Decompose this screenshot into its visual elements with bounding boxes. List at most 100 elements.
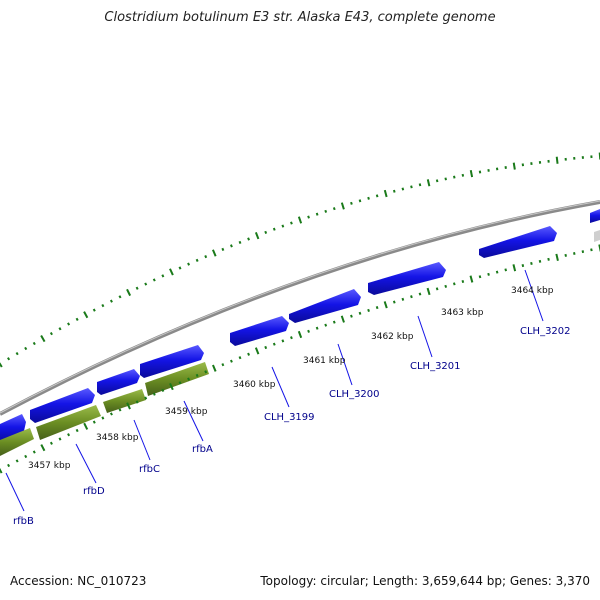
genome-backbone <box>0 200 600 416</box>
gene-label-rfbC[interactable]: rfbC <box>139 464 160 475</box>
gene-labels: rfbB rfbD rfbC rfbA CLH_3199 CLH_3200 CL… <box>13 326 571 527</box>
tick-mark <box>435 287 439 291</box>
tick-mark <box>410 185 413 189</box>
tick-mark <box>195 373 199 378</box>
tick-mark <box>383 301 388 309</box>
tick-mark <box>15 351 19 356</box>
tick-mark <box>212 249 217 257</box>
gene-label-rfbD[interactable]: rfbD <box>83 486 105 497</box>
tick-mark <box>435 179 439 183</box>
cds-CLH_3199 <box>230 316 289 346</box>
tick-mark <box>461 173 465 177</box>
tick-mark <box>109 299 113 303</box>
tick-mark <box>15 459 19 463</box>
rfb-segment-2 <box>36 405 101 440</box>
tick-mark <box>358 199 362 203</box>
tick-mark <box>161 274 165 278</box>
tick-mark <box>564 253 567 257</box>
rfb-segment-4 <box>145 362 209 396</box>
cds-CLH_3200 <box>289 289 361 323</box>
tick-mark <box>7 463 11 468</box>
gene-label-CLH_3199[interactable]: CLH_3199 <box>264 412 315 423</box>
gene-label-rfbA[interactable]: rfbA <box>192 444 213 455</box>
tick-mark <box>581 250 585 254</box>
tick-mark <box>118 295 122 299</box>
tick-mark <box>555 253 559 261</box>
tick-mark <box>487 272 490 276</box>
tick-mark <box>469 170 474 178</box>
tick-mark <box>307 215 310 219</box>
tick-mark <box>40 444 46 452</box>
tick-mark <box>221 363 225 367</box>
genome-summary-text: Topology: circular; Length: 3,659,644 bp… <box>260 574 590 588</box>
scale-label: 3458 kbp <box>96 433 139 443</box>
cds-partial-right <box>590 209 600 223</box>
tick-mark <box>512 162 516 170</box>
tick-mark <box>290 221 293 225</box>
accession-text: Accession: NC_010723 <box>10 574 147 588</box>
feature-gray-partial <box>594 230 600 242</box>
tick-mark <box>195 258 199 262</box>
tick-mark <box>307 329 310 333</box>
tick-mark <box>521 264 525 268</box>
tick-mark <box>350 201 353 205</box>
tick-mark <box>315 212 319 216</box>
tick-mark <box>452 282 456 286</box>
scale-label: 3459 kbp <box>165 407 208 417</box>
tick-mark <box>392 300 396 304</box>
cds-CLH_3202 <box>479 226 557 258</box>
tick-mark <box>272 227 276 231</box>
rfb-cluster-track <box>0 362 209 456</box>
tick-mark <box>83 422 89 430</box>
tick-mark <box>135 400 139 404</box>
gene-leader-lines <box>5 269 544 512</box>
tick-mark <box>169 382 174 391</box>
tick-mark <box>230 244 233 248</box>
gene-label-CLH_3200[interactable]: CLH_3200 <box>329 389 380 400</box>
tick-mark <box>0 362 3 368</box>
gene-label-rfbB[interactable]: rfbB <box>13 516 34 527</box>
tick-mark <box>67 322 71 326</box>
tick-mark <box>32 450 36 454</box>
gene-label-CLH_3202[interactable]: CLH_3202 <box>520 326 571 337</box>
tick-mark <box>555 156 559 164</box>
tick-mark <box>272 342 276 346</box>
tick-mark <box>0 467 3 474</box>
cds-rfbD <box>30 388 95 423</box>
tick-mark <box>401 187 405 191</box>
tick-mark <box>426 287 431 296</box>
tick-mark <box>92 420 96 424</box>
tick-mark <box>144 396 148 400</box>
tick-mark <box>178 381 182 385</box>
tick-mark <box>444 177 447 181</box>
tick-mark <box>358 311 362 315</box>
tick-mark <box>49 332 53 336</box>
tick-mark <box>392 189 396 193</box>
tick-mark <box>324 209 328 213</box>
tick-mark <box>187 262 191 266</box>
tick-mark <box>547 257 550 261</box>
tick-mark <box>383 189 388 198</box>
tick-mark <box>573 252 576 255</box>
cds-track-forward <box>0 209 600 443</box>
tick-mark <box>40 334 46 343</box>
tick-mark <box>187 377 191 381</box>
tick-mark <box>7 357 11 361</box>
tick-mark <box>221 247 225 251</box>
tick-mark <box>332 207 336 211</box>
tick-mark <box>238 240 242 244</box>
tick-mark <box>367 308 370 312</box>
scale-labels: 3457 kbp 3458 kbp 3459 kbp 3460 kbp 3461… <box>28 286 554 471</box>
tick-mark <box>340 202 345 210</box>
tick-mark <box>204 255 208 259</box>
tick-mark <box>118 408 122 412</box>
gene-label-CLH_3201[interactable]: CLH_3201 <box>410 361 461 372</box>
cds-rfbA <box>140 345 204 378</box>
tick-mark <box>401 297 405 301</box>
tick-mark <box>144 282 148 286</box>
tick-mark <box>461 279 465 283</box>
tick-mark <box>254 232 260 240</box>
tick-mark <box>264 345 268 350</box>
tick-mark <box>247 237 250 241</box>
